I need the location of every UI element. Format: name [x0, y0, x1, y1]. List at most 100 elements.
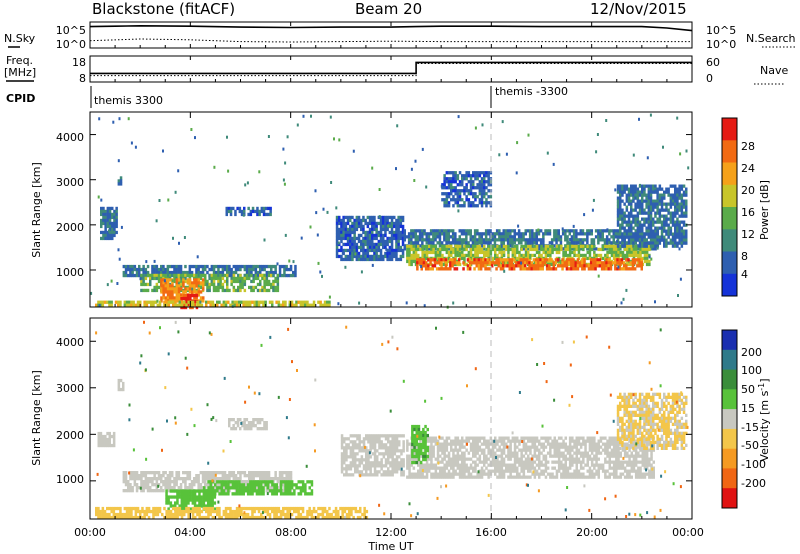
heatmap-cell [341, 515, 344, 520]
heatmap-cell [142, 474, 145, 478]
heatmap-cell [232, 474, 236, 478]
heatmap-cell [619, 187, 622, 191]
heatmap-cell [483, 244, 486, 249]
heatmap-cell [599, 247, 603, 252]
heatmap-cell [579, 238, 582, 242]
heatmap-cell [166, 287, 170, 291]
heatmap-cell [425, 253, 429, 258]
heatmap-cell [397, 218, 400, 223]
heatmap-cell [498, 250, 501, 255]
heatmap-cell [418, 244, 422, 248]
heatmap-cell [205, 506, 208, 511]
heatmap-cell [263, 282, 266, 287]
heatmap-cell [229, 506, 232, 511]
heatmap-cell [191, 492, 195, 496]
heatmap-cell [438, 244, 442, 248]
heatmap-cell [97, 303, 100, 307]
heatmap-cell [607, 267, 610, 271]
heatmap-cell [572, 238, 576, 242]
heatmap-cell [616, 187, 620, 191]
heatmap-cell [268, 512, 272, 517]
heatmap-cell [553, 232, 556, 236]
heatmap-cell [504, 229, 508, 233]
heatmap-cell [667, 241, 670, 245]
heatmap-cell [310, 515, 314, 520]
heatmap-cell [279, 512, 283, 517]
heatmap-cell [443, 177, 446, 181]
heatmap-cell [537, 261, 540, 265]
heatmap-cell [561, 267, 564, 271]
heatmap-cell [346, 239, 350, 244]
heatmap-cell [445, 192, 449, 196]
heatmap-cell [456, 253, 460, 258]
heatmap-cell [272, 279, 275, 284]
heatmap-cell [275, 486, 278, 490]
heatmap-cell [478, 241, 481, 245]
heatmap-cell [669, 241, 673, 245]
heatmap-cell [123, 300, 127, 304]
heatmap-cell [265, 276, 269, 281]
heatmap-cell [665, 241, 668, 245]
heatmap-cell [223, 264, 227, 269]
heatmap-cell [628, 247, 631, 252]
heatmap-cell [638, 258, 641, 262]
heatmap-cell [330, 512, 333, 517]
heatmap-cell [467, 204, 471, 208]
heatmap-cell [665, 238, 668, 242]
heatmap-cell [390, 242, 394, 247]
heatmap-cell [685, 202, 688, 206]
heatmap-cell [326, 509, 329, 514]
heatmap-cell [288, 480, 292, 484]
heatmap-cell [623, 253, 627, 258]
heatmap-cell [321, 303, 325, 307]
heatmap-cell [621, 250, 625, 255]
heatmap-cell [501, 264, 505, 268]
heatmap-cell [108, 300, 111, 304]
heatmap-cell [339, 506, 342, 511]
heatmap-cell [256, 474, 260, 478]
heatmap-cell [449, 235, 453, 239]
heatmap-cell [412, 247, 416, 252]
heatmap-cell [678, 184, 681, 188]
heatmap-cell [671, 235, 675, 239]
heatmap-cell [638, 261, 641, 265]
heatmap-cell [196, 300, 199, 304]
heatmap-cell [643, 220, 646, 224]
heatmap-cell [166, 273, 170, 278]
heatmap-cell [410, 262, 413, 267]
heatmap-cell [351, 242, 354, 247]
heatmap-cell [645, 202, 648, 206]
heatmap-cell [160, 264, 163, 269]
heatmap-cell [497, 261, 500, 265]
heatmap-cell [366, 230, 370, 235]
heatmap-cell [171, 273, 174, 278]
heatmap-cell [654, 202, 657, 206]
heatmap-cell [195, 477, 198, 481]
heatmap-cell [276, 276, 280, 281]
heatmap-cell [200, 495, 203, 499]
heatmap-cell [185, 498, 188, 502]
heatmap-cell [472, 244, 475, 249]
heatmap-cell [294, 267, 297, 272]
heatmap-cell [458, 189, 462, 193]
heatmap-cell [577, 253, 581, 258]
heatmap-cell [226, 285, 229, 290]
nsky-tick-low: 10^0 [56, 38, 86, 51]
heatmap-cell [299, 489, 303, 493]
heatmap-cell [357, 257, 361, 262]
heatmap-cell [623, 202, 626, 206]
heatmap-cell [106, 215, 110, 220]
heatmap-cell [122, 273, 126, 278]
heatmap-cell [634, 190, 637, 194]
heatmap-cell [543, 258, 547, 262]
heatmap-cell [284, 492, 287, 496]
heatmap-cell [239, 418, 242, 422]
heatmap-cell [621, 235, 624, 239]
heatmap-cell [177, 284, 181, 288]
heatmap-cell [471, 235, 475, 239]
heatmap-cell [97, 437, 100, 442]
heatmap-cell [198, 509, 201, 514]
heatmap-cell [621, 190, 624, 194]
heatmap-cell [152, 303, 155, 307]
heatmap-cell [151, 264, 154, 269]
